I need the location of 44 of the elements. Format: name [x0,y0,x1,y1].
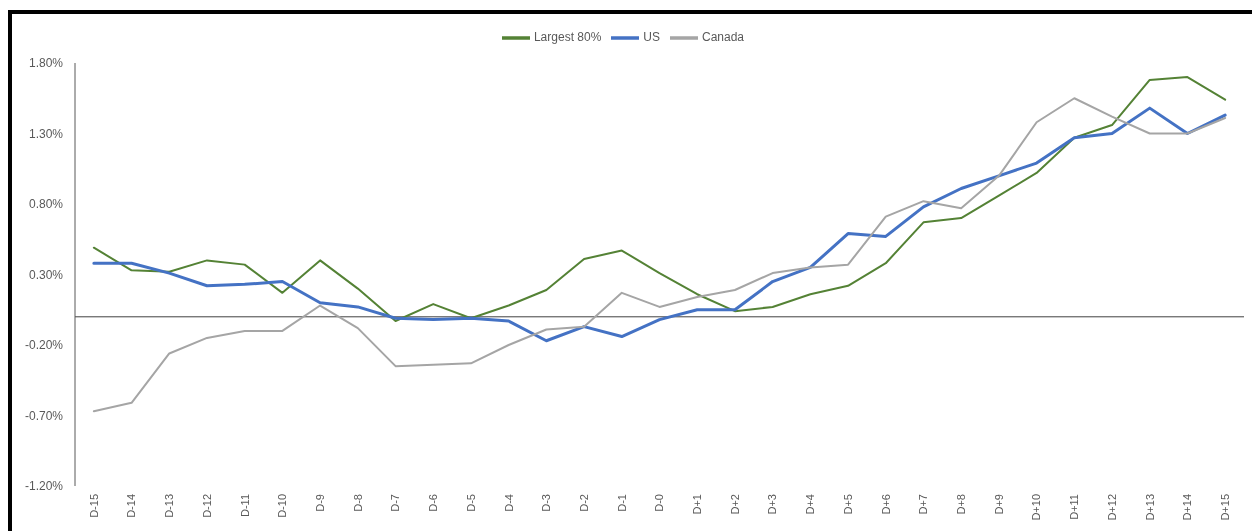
line-series [92,106,1227,343]
x-tick-label: D+14 [1181,494,1194,521]
x-tick-label: D+2 [728,494,741,515]
y-tick-label: -0.70% [24,408,64,423]
x-tick-label: D-10 [276,494,289,518]
x-tick-label: D+13 [1143,494,1156,521]
x-tick-label: D-1 [615,494,628,512]
x-tick-label: D-14 [125,494,138,518]
x-tick-label: D+3 [766,494,779,515]
x-tick-label: D-0 [653,494,666,512]
line-series [92,76,1227,323]
legend-label: Canada [702,30,745,45]
x-tick-label: D+10 [1030,494,1043,521]
y-tick-label: -1.20% [24,479,64,494]
x-tick-label: D+8 [955,494,968,515]
x-tick-label: D-8 [351,494,364,512]
x-tick-label: D+9 [992,494,1005,515]
x-tick-label: D-15 [87,494,100,518]
y-tick-label: 1.30% [28,126,64,141]
x-tick-label: D+7 [917,494,930,515]
x-tick-label: D-4 [502,494,515,512]
y-tick-label: 0.30% [28,267,64,282]
x-tick-label: D+6 [879,494,892,515]
x-tick-label: D+12 [1105,494,1118,521]
y-tick-label: 0.80% [28,197,64,212]
x-tick-label: D-9 [313,494,326,512]
x-tick-label: D+1 [691,494,704,515]
x-tick-label: D-13 [163,494,176,518]
x-tick-label: D-12 [200,494,213,518]
x-tick-label: D+5 [841,494,854,515]
x-tick-label: D-5 [464,494,477,512]
legend-label: US [643,30,660,45]
y-tick-label: 1.80% [28,56,64,71]
y-tick-label: -0.20% [24,338,64,353]
x-tick-label: D-3 [540,494,553,512]
x-tick-label: D-6 [427,494,440,512]
x-tick-label: D-7 [389,494,402,512]
x-tick-label: D-11 [238,494,251,518]
x-tick-label: D+4 [804,494,817,515]
x-tick-label: D+11 [1068,494,1081,520]
x-tick-label: D-2 [577,494,590,512]
legend-label: Largest 80% [533,30,602,45]
line-series [92,97,1227,413]
x-tick-label: D+15 [1219,494,1231,521]
